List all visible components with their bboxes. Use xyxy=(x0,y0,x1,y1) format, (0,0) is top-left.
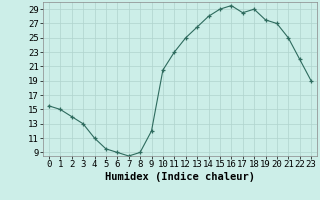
X-axis label: Humidex (Indice chaleur): Humidex (Indice chaleur) xyxy=(105,172,255,182)
